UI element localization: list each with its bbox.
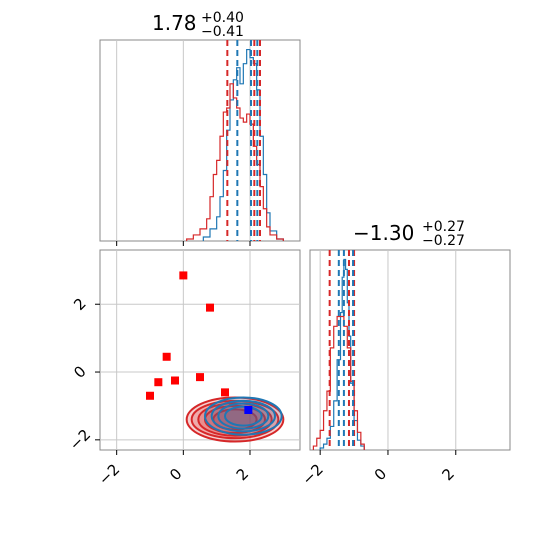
joint-y-tick-label: −2 xyxy=(66,426,94,454)
param1-median: 1.78 xyxy=(152,11,197,35)
param1-plus-err: +0.40 xyxy=(201,10,244,26)
blue-square-marker xyxy=(244,406,253,414)
param1-title: 1.78 +0.40 −0.41 xyxy=(152,10,244,40)
param2-minus-err: −0.27 xyxy=(422,233,465,249)
panel-frame xyxy=(99,39,301,242)
joint-x-tick-label: 0 xyxy=(166,465,185,484)
red-square-marker xyxy=(196,373,204,382)
blue-density-contour xyxy=(224,405,263,427)
joint-scatter-panel: −2 0 2 −2 0 2 xyxy=(66,249,301,489)
red-square-marker xyxy=(221,388,229,397)
blue-density-contour xyxy=(210,399,276,433)
param2-x-tick-label: 2 xyxy=(438,465,457,484)
joint-x-tick-label: −2 xyxy=(95,460,123,488)
joint-x-tick-label: 2 xyxy=(233,465,252,484)
blue-histogram-series xyxy=(319,258,365,450)
red-square-marker xyxy=(179,271,188,280)
red-square-marker xyxy=(146,391,154,400)
red-square-marker xyxy=(206,303,214,312)
joint-y-tick-label: 2 xyxy=(70,294,89,313)
red-square-marker xyxy=(162,352,171,361)
param1-minus-err: −0.41 xyxy=(201,24,244,40)
param2-plus-err: +0.27 xyxy=(422,219,465,235)
joint-y-tick-label: 0 xyxy=(70,362,89,381)
param2-x-tick-label: −2 xyxy=(298,460,326,488)
red-square-marker xyxy=(154,378,163,387)
histogram-panel-param1 xyxy=(99,39,301,246)
param2-title: −1.30 +0.27 −0.27 xyxy=(353,219,465,249)
red-histogram-series xyxy=(312,315,365,450)
histogram-panel-param2: −2 0 2 xyxy=(298,249,511,489)
panel-frame xyxy=(309,249,511,451)
red-histogram-series xyxy=(186,83,284,241)
param2-x-tick-label: 0 xyxy=(371,465,390,484)
red-square-marker xyxy=(171,376,179,385)
blue-density-contour xyxy=(204,396,283,436)
panel-frame xyxy=(99,249,301,451)
blue-histogram-series xyxy=(202,48,284,241)
param2-median: −1.30 xyxy=(353,221,414,245)
